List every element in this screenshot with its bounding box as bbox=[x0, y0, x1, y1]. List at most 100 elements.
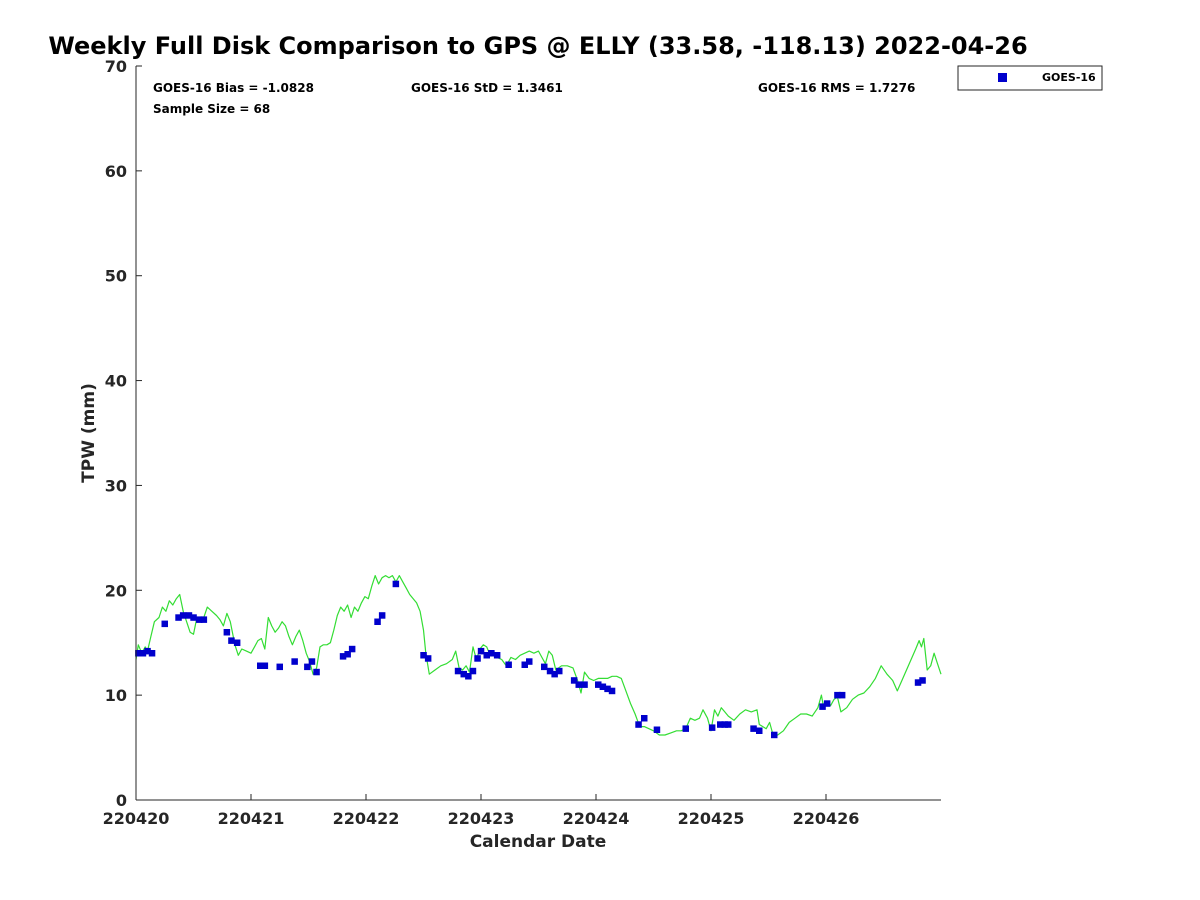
y-tick-label: 60 bbox=[105, 162, 127, 181]
goes-point bbox=[595, 681, 602, 688]
goes-point bbox=[721, 721, 728, 728]
x-tick-label: 220423 bbox=[448, 809, 515, 828]
goes-point bbox=[374, 618, 381, 625]
y-ticks: 0 10 20 30 40 50 60 70 bbox=[105, 57, 142, 810]
goes-point bbox=[257, 662, 264, 669]
goes-point bbox=[276, 663, 283, 671]
goes-point bbox=[304, 663, 311, 671]
goes-point bbox=[179, 612, 187, 619]
x-ticks: 220420 220421 220422 220423 220424 220425 2204… bbox=[103, 794, 859, 828]
stats-block: GOES-16 Bias = -1.0828 GOES-16 StD = 1.3… bbox=[153, 81, 915, 116]
goes-point bbox=[505, 661, 512, 668]
goes-point bbox=[838, 691, 846, 699]
rms-stat: GOES-16 RMS = 1.7276 bbox=[758, 81, 915, 95]
goes-point bbox=[604, 685, 611, 693]
goes-point bbox=[339, 653, 347, 660]
goes-point bbox=[635, 721, 642, 728]
std-stat: GOES-16 StD = 1.3461 bbox=[411, 81, 563, 95]
goes-point bbox=[488, 650, 495, 657]
legend-label-goes: GOES-16 bbox=[1042, 71, 1096, 84]
y-tick-label: 30 bbox=[105, 476, 127, 495]
goes-point bbox=[556, 667, 563, 675]
goes-series bbox=[135, 580, 926, 739]
goes-point bbox=[551, 670, 558, 678]
goes-point bbox=[190, 614, 197, 621]
goes-point bbox=[469, 667, 477, 675]
goes-point bbox=[144, 647, 151, 655]
goes-point bbox=[608, 687, 616, 695]
goes-point bbox=[570, 677, 578, 684]
x-tick-label: 220422 bbox=[333, 809, 400, 828]
goes-point bbox=[424, 655, 432, 662]
goes-point bbox=[460, 670, 467, 678]
goes-point bbox=[148, 650, 156, 657]
goes-point bbox=[465, 673, 472, 680]
goes-point bbox=[771, 731, 778, 739]
x-axis-label: Calendar Date bbox=[470, 832, 607, 852]
goes-point bbox=[185, 612, 193, 619]
sample-size-stat: Sample Size = 68 bbox=[153, 102, 270, 116]
goes-point bbox=[581, 681, 588, 688]
x-tick-label: 220420 bbox=[103, 809, 170, 828]
goes-point bbox=[756, 727, 763, 734]
goes-point bbox=[474, 655, 481, 662]
goes-point bbox=[291, 658, 298, 665]
plot-area bbox=[136, 66, 941, 800]
goes-point bbox=[708, 724, 716, 731]
goes-point bbox=[308, 658, 316, 665]
x-tick-label: 220425 bbox=[678, 809, 745, 828]
goes-point bbox=[521, 661, 528, 668]
goes-point bbox=[575, 681, 582, 688]
goes-point bbox=[454, 667, 462, 675]
goes-point bbox=[834, 691, 841, 699]
goes-point bbox=[919, 677, 926, 684]
goes-point bbox=[823, 700, 831, 707]
y-axis-label: TPW (mm) bbox=[79, 383, 99, 483]
y-tick-label: 10 bbox=[105, 686, 127, 705]
goes-point bbox=[483, 652, 490, 659]
goes-point bbox=[546, 667, 554, 675]
goes-point bbox=[378, 612, 386, 619]
chart-title: Weekly Full Disk Comparison to GPS @ ELL… bbox=[48, 32, 1027, 60]
goes-point bbox=[725, 721, 732, 728]
x-tick-label: 220421 bbox=[218, 809, 285, 828]
goes-point bbox=[344, 651, 351, 658]
legend-marker-goes bbox=[998, 73, 1007, 82]
goes-point bbox=[200, 616, 208, 623]
plot-background bbox=[136, 66, 941, 800]
goes-point bbox=[526, 658, 533, 665]
goes-point bbox=[139, 650, 147, 657]
goes-point bbox=[161, 620, 168, 628]
goes-point bbox=[914, 679, 922, 686]
goes-point bbox=[135, 650, 142, 657]
goes-point bbox=[641, 715, 648, 722]
legend-box bbox=[957, 65, 1103, 91]
y-tick-label: 0 bbox=[116, 791, 127, 810]
goes-point bbox=[196, 616, 203, 623]
y-tick-label: 40 bbox=[105, 372, 127, 391]
goes-point bbox=[750, 725, 757, 732]
goes-point bbox=[392, 580, 400, 588]
goes-point bbox=[228, 637, 235, 644]
goes-point bbox=[717, 721, 724, 728]
bias-stat: GOES-16 Bias = -1.0828 bbox=[153, 81, 314, 95]
goes-point bbox=[682, 725, 689, 732]
x-tick-label: 220424 bbox=[563, 809, 630, 828]
goes-point bbox=[348, 645, 356, 653]
goes-point bbox=[653, 726, 661, 733]
goes-point bbox=[233, 639, 241, 646]
axes bbox=[135, 66, 941, 801]
goes-point bbox=[175, 614, 182, 621]
goes-point bbox=[261, 662, 269, 669]
goes-point bbox=[313, 668, 320, 676]
legend: GOES-16 bbox=[957, 65, 1103, 91]
goes-point bbox=[819, 703, 826, 710]
y-tick-label: 70 bbox=[105, 57, 127, 76]
y-tick-label: 50 bbox=[105, 267, 127, 286]
goes-point bbox=[223, 629, 231, 636]
goes-point bbox=[420, 652, 427, 659]
y-tick-label: 20 bbox=[105, 581, 127, 600]
goes-point bbox=[477, 647, 485, 655]
goes-point bbox=[599, 683, 607, 690]
